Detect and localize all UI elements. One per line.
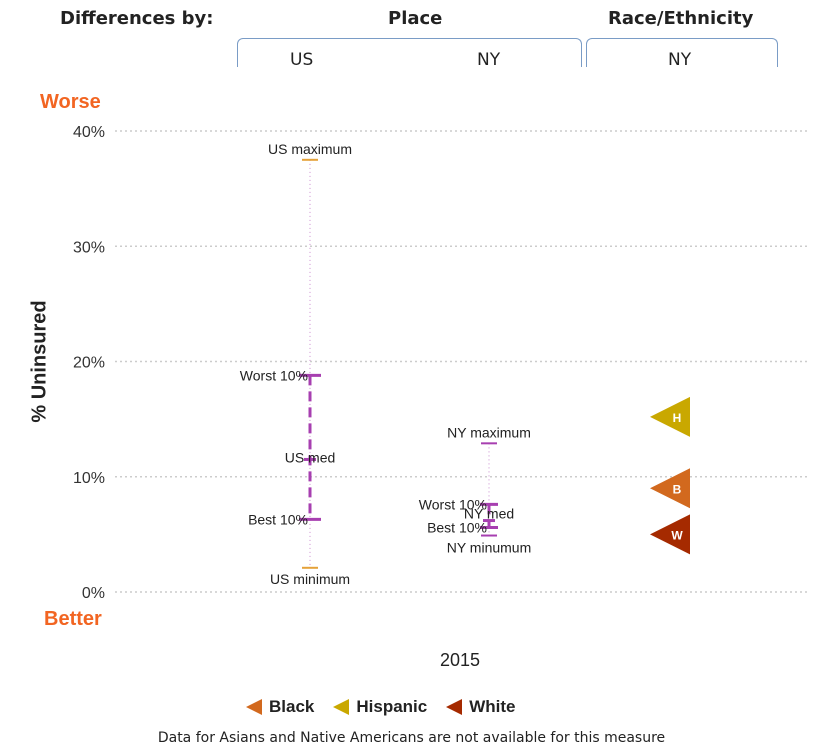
white-marker-icon <box>446 699 463 715</box>
y-tick-label: 40% <box>73 124 105 141</box>
column-ny-race-label: NY <box>668 50 692 70</box>
race-ethnicity-header: Race/Ethnicity <box>608 8 754 29</box>
place-header: Place <box>388 8 443 29</box>
legend-label-hispanic: Hispanic <box>356 697 428 716</box>
legend: Black Hispanic White <box>245 697 524 717</box>
maximum-label: US maximum <box>268 141 352 157</box>
uninsured-chart: 0% 10% 20% 30% 40% US maximum Worst 10% Best 10… <box>73 124 810 602</box>
legend-item-black: Black <box>245 697 314 717</box>
legend-item-hispanic: Hispanic <box>332 697 427 717</box>
best10-label: Best 10% <box>248 511 308 527</box>
column-us-label: US <box>290 50 314 70</box>
y-tick-label: 30% <box>73 239 105 256</box>
hispanic-marker-icon <box>333 699 350 715</box>
place-bracket <box>237 38 582 67</box>
better-label: Better <box>44 608 102 630</box>
differences-by-label: Differences by: <box>60 8 214 29</box>
column-ny-place-label: NY <box>477 50 501 70</box>
median-label: NY med <box>464 506 514 522</box>
race-marker-hispanic <box>650 396 690 437</box>
race-bracket <box>586 38 778 67</box>
worst10-label: Worst 10% <box>240 367 308 383</box>
y-tick-label: 10% <box>73 470 105 487</box>
worst10-label: Worst 10% <box>419 496 487 512</box>
minimum-label: US minimum <box>270 571 350 587</box>
race-marker-letter: H <box>673 411 682 425</box>
race-marker-letter: B <box>673 482 682 496</box>
maximum-label: NY maximum <box>447 424 531 440</box>
race-marker-white <box>650 514 690 555</box>
y-tick-label: 20% <box>73 355 105 372</box>
worse-label: Worse <box>40 91 101 113</box>
y-tick-label: 0% <box>82 585 105 602</box>
minimum-label: NY minumum <box>447 540 532 556</box>
footnote: Data for Asians and Native Americans are… <box>157 730 666 746</box>
legend-label-black: Black <box>269 697 315 716</box>
legend-label-white: White <box>469 697 516 716</box>
median-label: US med <box>285 449 336 465</box>
race-marker-black <box>650 468 690 509</box>
best10-label: Best 10% <box>427 519 487 535</box>
race-marker-letter: W <box>671 528 683 542</box>
black-marker-icon <box>246 699 262 715</box>
legend-item-white: White <box>445 697 516 717</box>
x-axis-year-label: 2015 <box>440 650 481 670</box>
